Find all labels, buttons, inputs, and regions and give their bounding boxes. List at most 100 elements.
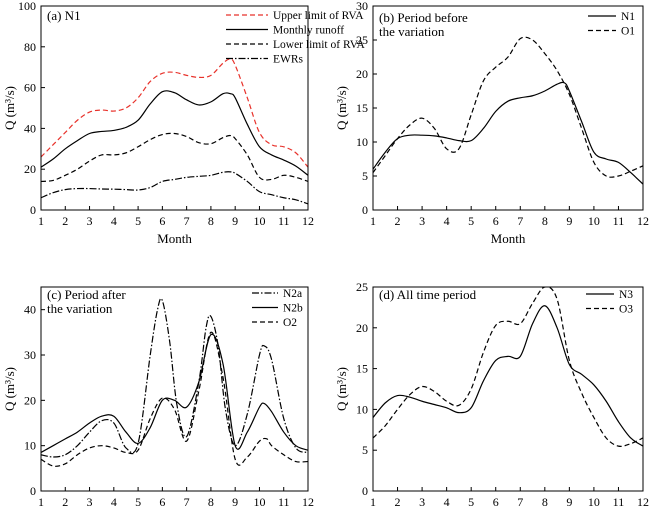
plot-frame — [372, 286, 644, 492]
x-tick-label: 3 — [87, 214, 93, 228]
y-tick-label: 15 — [356, 101, 368, 115]
x-tick-label: 7 — [517, 495, 523, 509]
plot-frame — [40, 5, 309, 211]
legend-label: EWRs — [273, 54, 304, 66]
series-line-monthly-runoff — [41, 90, 308, 176]
y-tick-label: 0 — [30, 203, 36, 217]
y-tick-label: 100 — [18, 0, 36, 13]
y-tick-label: 25 — [356, 280, 368, 294]
legend-label: O2 — [283, 317, 297, 329]
y-tick-label: 40 — [24, 121, 36, 135]
series-line-ewrs — [41, 171, 308, 205]
x-tick-label: 3 — [419, 214, 425, 228]
y-tick-label: 0 — [30, 484, 36, 498]
legend-label: Lower limit of RVA — [273, 39, 366, 51]
y-tick-label: 0 — [362, 203, 368, 217]
x-tick-label: 6 — [493, 495, 499, 509]
y-tick-label: 80 — [24, 40, 36, 54]
x-tick-label: 1 — [370, 214, 376, 228]
panel-title: (d) All time period — [379, 287, 477, 302]
legend-label: Upper limit of RVA — [273, 10, 364, 22]
legend-label: N3 — [619, 289, 633, 301]
y-tick-label: 20 — [24, 393, 36, 407]
y-axis-label: Q (m³/s) — [2, 367, 17, 411]
x-tick-label: 2 — [395, 495, 401, 509]
y-axis-label: Q (m³/s) — [334, 367, 349, 411]
series-line-n3 — [373, 305, 643, 447]
y-tick-label: 5 — [362, 443, 368, 457]
x-tick-label: 10 — [588, 214, 600, 228]
legend-label: O1 — [621, 26, 635, 38]
y-tick-label: 20 — [24, 162, 36, 176]
legend-label: Monthly runoff — [273, 25, 344, 37]
y-tick-label: 25 — [356, 33, 368, 47]
x-tick-label: 6 — [159, 214, 165, 228]
x-tick-label: 1 — [38, 495, 44, 509]
x-tick-label: 9 — [566, 495, 572, 509]
y-axis-label: Q (m³/s) — [334, 86, 349, 130]
x-tick-label: 12 — [302, 495, 314, 509]
panel-title: the variation — [47, 301, 113, 316]
x-tick-label: 8 — [208, 495, 214, 509]
y-tick-label: 30 — [24, 348, 36, 362]
x-axis-label: Month — [157, 231, 192, 246]
y-tick-label: 40 — [24, 303, 36, 317]
series-line-n2a — [41, 297, 308, 458]
x-tick-label: 5 — [135, 495, 141, 509]
legend-label: O3 — [619, 304, 633, 316]
x-tick-label: 1 — [38, 214, 44, 228]
x-tick-label: 2 — [395, 214, 401, 228]
x-tick-label: 11 — [613, 214, 625, 228]
panel-title: (c) Period after — [47, 287, 126, 302]
x-tick-label: 9 — [232, 495, 238, 509]
x-tick-label: 4 — [111, 495, 117, 509]
legend-label: N1 — [621, 11, 635, 23]
x-tick-label: 5 — [468, 495, 474, 509]
y-tick-label: 30 — [356, 0, 368, 13]
y-tick-label: 10 — [356, 135, 368, 149]
x-tick-label: 4 — [444, 495, 450, 509]
x-tick-label: 1 — [370, 495, 376, 509]
chart-panel-3: 123456789101112010203040MonthQ (m³/s)(c)… — [2, 286, 314, 509]
legend-label: N2a — [283, 288, 302, 300]
y-tick-label: 10 — [356, 402, 368, 416]
x-tick-label: 2 — [62, 214, 68, 228]
x-tick-label: 9 — [232, 214, 238, 228]
chart-panel-4: 1234567891011120510152025MonthQ (m³/s)(d… — [334, 280, 649, 509]
x-tick-label: 5 — [468, 214, 474, 228]
x-tick-label: 10 — [253, 495, 265, 509]
series-line-o2 — [41, 331, 308, 467]
x-tick-label: 7 — [184, 214, 190, 228]
series-line-n2b — [41, 333, 308, 453]
series-line-upper-limit-of-rva — [41, 58, 308, 168]
x-tick-label: 3 — [87, 495, 93, 509]
panel-title: (a) N1 — [47, 8, 81, 23]
x-tick-label: 10 — [588, 495, 600, 509]
x-tick-label: 12 — [637, 495, 649, 509]
y-axis-label: Q (m³/s) — [2, 86, 17, 130]
legend-label: N2b — [283, 303, 303, 315]
x-tick-label: 8 — [542, 214, 548, 228]
y-tick-label: 20 — [356, 67, 368, 81]
x-tick-label: 11 — [613, 495, 625, 509]
plot-frame — [40, 286, 309, 492]
y-tick-label: 20 — [356, 321, 368, 335]
x-tick-label: 2 — [62, 495, 68, 509]
x-tick-label: 11 — [278, 214, 290, 228]
x-tick-label: 7 — [184, 495, 190, 509]
series-line-o3 — [373, 287, 643, 447]
x-axis-label: Month — [491, 231, 526, 246]
series-line-o1 — [373, 36, 643, 178]
y-tick-label: 10 — [24, 439, 36, 453]
y-tick-label: 0 — [362, 484, 368, 498]
x-tick-label: 6 — [493, 214, 499, 228]
x-tick-label: 3 — [419, 495, 425, 509]
x-tick-label: 4 — [111, 214, 117, 228]
series-line-n1 — [373, 81, 643, 185]
x-tick-label: 5 — [135, 214, 141, 228]
y-tick-label: 5 — [362, 169, 368, 183]
y-tick-label: 15 — [356, 362, 368, 376]
